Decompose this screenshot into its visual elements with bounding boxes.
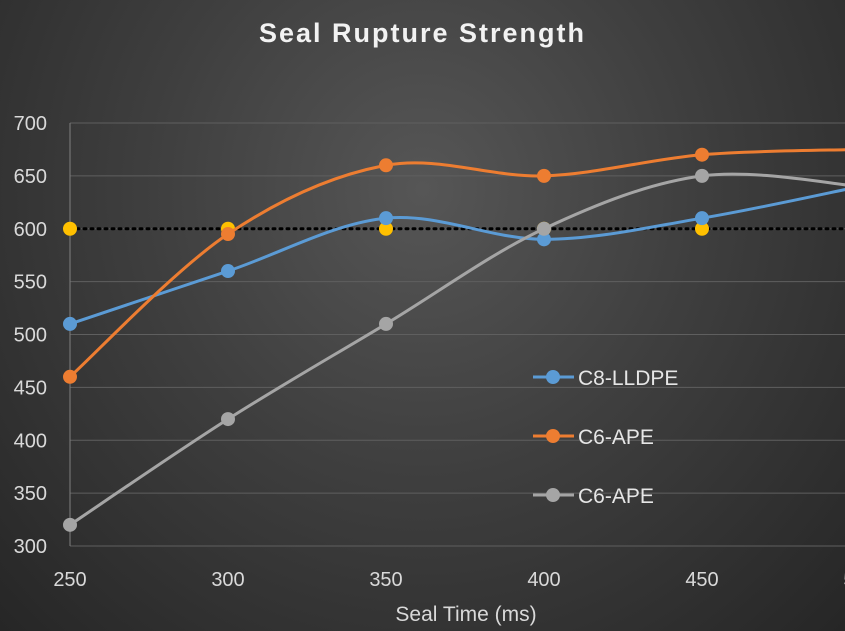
legend: C8-LLDPE C6-APE C6-APE — [533, 367, 678, 508]
y-tick-label: 500 — [14, 325, 47, 347]
y-tick-label: 700 — [14, 113, 47, 135]
x-tick-label: 300 — [211, 569, 244, 591]
y-tick-label: 600 — [14, 219, 47, 241]
series-line — [68, 148, 845, 378]
reference-point — [63, 221, 77, 236]
reference-point — [379, 221, 393, 236]
reference-point — [695, 221, 709, 236]
data-point — [63, 517, 77, 532]
data-point — [379, 316, 393, 331]
y-tick-label: 300 — [14, 536, 47, 558]
legend-marker — [546, 370, 560, 384]
data-point — [537, 232, 551, 247]
data-point — [221, 227, 235, 242]
x-tick-label: 500 — [843, 569, 845, 591]
y-tick-label: 350 — [14, 483, 47, 505]
data-point — [537, 168, 551, 183]
y-tick-label: 650 — [14, 166, 47, 188]
data-point — [221, 412, 235, 427]
data-point — [695, 147, 709, 162]
x-axis-label: Seal Time (ms) — [395, 603, 536, 626]
data-point — [221, 264, 235, 279]
y-tick-label: 550 — [14, 272, 47, 294]
legend-label: C6-APE — [578, 426, 654, 449]
data-point — [63, 316, 77, 331]
x-tick-label: 450 — [685, 569, 718, 591]
legend-marker — [546, 488, 560, 502]
chart-title: Seal Rupture Strength — [258, 18, 587, 48]
legend-label: C6-APE — [578, 485, 654, 508]
grid-lines — [70, 122, 845, 547]
x-tick-label: 250 — [53, 569, 86, 591]
axes: 300 350 400 450 500 550 600 650 700 250 300 350 400 4… — [14, 113, 845, 591]
x-tick-label: 350 — [369, 569, 402, 591]
legend-marker — [546, 429, 560, 443]
data-point — [379, 158, 393, 173]
data-point — [379, 211, 393, 226]
y-tick-label: 400 — [14, 430, 47, 452]
data-point — [537, 221, 551, 236]
data-point — [695, 168, 709, 183]
legend-label: C8-LLDPE — [578, 367, 678, 390]
series-group — [63, 147, 845, 532]
series-line — [69, 172, 845, 527]
y-tick-label: 450 — [14, 377, 47, 399]
series-line — [69, 188, 845, 326]
x-tick-label: 400 — [527, 569, 560, 591]
data-point — [695, 211, 709, 226]
data-point — [63, 369, 77, 384]
